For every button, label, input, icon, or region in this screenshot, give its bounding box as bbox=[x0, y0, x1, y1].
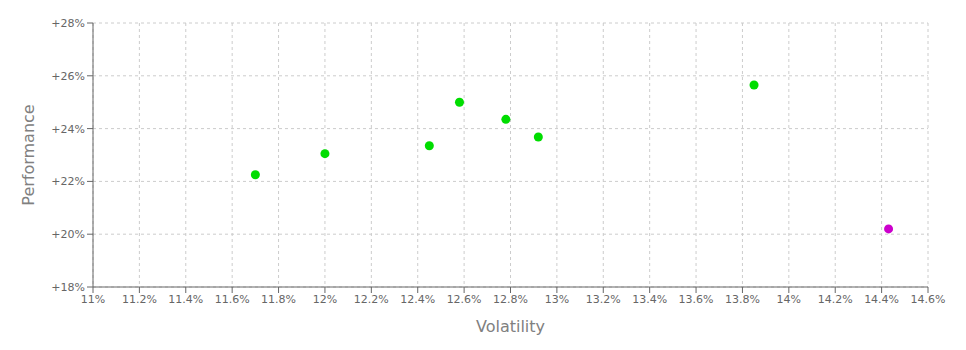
svg-text:13.4%: 13.4% bbox=[632, 293, 667, 306]
svg-text:13.6%: 13.6% bbox=[679, 293, 714, 306]
svg-text:12.2%: 12.2% bbox=[354, 293, 389, 306]
svg-text:13%: 13% bbox=[545, 293, 569, 306]
svg-text:13.2%: 13.2% bbox=[586, 293, 621, 306]
svg-text:+28%: +28% bbox=[51, 17, 85, 30]
svg-text:12.6%: 12.6% bbox=[447, 293, 482, 306]
svg-text:+18%: +18% bbox=[51, 281, 85, 294]
svg-text:11.2%: 11.2% bbox=[122, 293, 157, 306]
svg-text:14.6%: 14.6% bbox=[911, 293, 946, 306]
svg-text:11.6%: 11.6% bbox=[215, 293, 250, 306]
svg-text:14%: 14% bbox=[777, 293, 801, 306]
svg-text:13.8%: 13.8% bbox=[725, 293, 760, 306]
svg-text:12%: 12% bbox=[313, 293, 337, 306]
svg-text:Performance: Performance bbox=[19, 104, 38, 205]
svg-text:11%: 11% bbox=[81, 293, 105, 306]
svg-text:14.4%: 14.4% bbox=[864, 293, 899, 306]
svg-text:11.4%: 11.4% bbox=[168, 293, 203, 306]
svg-text:11.8%: 11.8% bbox=[261, 293, 296, 306]
svg-text:Volatility: Volatility bbox=[476, 317, 545, 336]
svg-text:+20%: +20% bbox=[51, 228, 85, 241]
svg-text:+24%: +24% bbox=[51, 123, 85, 136]
svg-text:12.4%: 12.4% bbox=[400, 293, 435, 306]
svg-text:14.2%: 14.2% bbox=[818, 293, 853, 306]
svg-text:+26%: +26% bbox=[51, 70, 85, 83]
svg-text:+22%: +22% bbox=[51, 175, 85, 188]
svg-text:12.8%: 12.8% bbox=[493, 293, 528, 306]
